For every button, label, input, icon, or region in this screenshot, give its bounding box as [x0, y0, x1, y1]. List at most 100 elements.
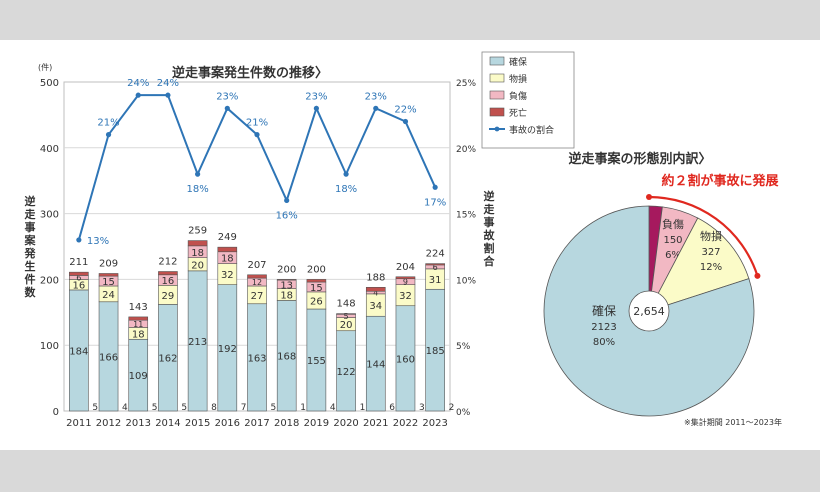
legend-label: 確保 — [509, 56, 527, 68]
total-label: 148 — [337, 299, 356, 310]
data-label: 32 — [399, 291, 412, 302]
ratio-point — [195, 171, 201, 177]
data-label: 184 — [69, 346, 88, 357]
total-label: 200 — [307, 264, 326, 275]
data-label: 18 — [280, 291, 293, 302]
data-label: 18 — [191, 248, 204, 259]
ratio-label: 17% — [424, 197, 446, 208]
x-tick-label: 2017 — [244, 418, 269, 429]
y-tick-label: 500 — [40, 78, 59, 89]
x-tick-label: 2019 — [304, 418, 329, 429]
bar-segment-死亡 — [306, 279, 327, 283]
collection-period-note: ※集計期間 2011～2023年 — [684, 417, 782, 427]
data-label: 162 — [158, 354, 177, 365]
ratio-label: 23% — [216, 91, 238, 102]
total-label: 143 — [129, 302, 148, 313]
ratio-label: 18% — [335, 184, 357, 195]
y2-axis-title-char: 故 — [484, 228, 496, 242]
bar-segment-死亡 — [158, 271, 178, 276]
ratio-label: 21% — [246, 118, 268, 129]
total-label: 259 — [188, 226, 207, 237]
legend-label: 負傷 — [509, 90, 527, 102]
data-label: 20 — [340, 320, 353, 331]
y-axis-title-char: 発 — [24, 246, 37, 260]
y2-tick-label: 10% — [456, 276, 476, 286]
slice-percent: 12% — [700, 262, 722, 273]
bar-segment-死亡 — [98, 273, 119, 277]
ratio-point — [343, 171, 349, 177]
y-axis-title-char: 生 — [25, 259, 36, 273]
total-label: 207 — [247, 260, 266, 271]
data-label: 6 — [433, 263, 438, 272]
slice-value: 327 — [701, 247, 720, 258]
total-label: 204 — [396, 262, 415, 273]
ratio-point — [402, 118, 409, 125]
data-label: 1 — [360, 403, 366, 413]
data-label: 13 — [280, 280, 293, 291]
y2-tick-label: 25% — [456, 79, 476, 89]
legend-swatch-物損 — [489, 73, 505, 83]
data-label: 32 — [221, 270, 234, 281]
annotation-arc-end — [754, 272, 761, 279]
pie-slice-確保 — [543, 205, 755, 417]
legend-swatch-負傷 — [489, 90, 505, 100]
x-tick-label: 2023 — [422, 418, 447, 429]
data-label: 11 — [133, 320, 143, 329]
slice-value: 2123 — [591, 322, 616, 333]
bar-segment-死亡 — [128, 316, 149, 321]
ratio-point — [165, 92, 171, 98]
bar-segment-死亡 — [276, 279, 297, 281]
legend-label: 物損 — [509, 73, 527, 85]
data-label: 6 — [76, 273, 81, 282]
y2-tick-label: 5% — [456, 342, 471, 352]
data-label: 144 — [366, 360, 385, 371]
data-label: 192 — [218, 344, 237, 355]
pie-chart-title: 逆走事案の形態別内訳〉 — [568, 151, 711, 167]
data-label: 16 — [72, 281, 85, 292]
y2-tick-label: 0% — [456, 408, 471, 418]
ratio-label: 24% — [157, 78, 179, 89]
total-label: 200 — [277, 264, 296, 275]
legend-marker — [494, 126, 500, 132]
annotation-arc-end — [646, 194, 652, 200]
figure-panel: 逆走事案発生件数の推移〉 (件) 逆走事案発生件数 逆走事故割合 0 100 200… — [0, 40, 820, 450]
data-label: 4 — [122, 403, 128, 413]
data-label: 5 — [152, 403, 158, 413]
x-tick-label: 2014 — [155, 418, 180, 429]
bar-segment-死亡 — [217, 246, 238, 253]
total-label: 224 — [426, 249, 445, 260]
ratio-label: 16% — [276, 210, 298, 221]
y2-axis-title-char: 逆 — [484, 189, 495, 203]
y2-axis-title-char: 事 — [484, 215, 495, 229]
x-tick-label: 2022 — [393, 418, 418, 429]
data-label: 2 — [449, 403, 455, 413]
data-label: 6 — [389, 403, 395, 413]
data-label: 12 — [252, 278, 262, 287]
data-label: 5 — [344, 312, 349, 321]
bar-chart-title: 逆走事案発生件数の推移〉 — [172, 65, 328, 81]
data-label: 26 — [310, 296, 323, 307]
data-label: 8 — [211, 403, 217, 413]
ratio-point — [76, 237, 82, 243]
data-label: 34 — [369, 301, 382, 312]
y-axis-title-char: 逆 — [25, 194, 36, 208]
data-label: 155 — [307, 356, 326, 367]
x-tick-label: 2020 — [333, 418, 358, 429]
y-axis-title-char: 案 — [24, 233, 37, 247]
ratio-point — [284, 197, 290, 204]
ratio-label: 21% — [97, 118, 119, 129]
data-label: 5 — [271, 403, 277, 413]
y-tick-label: 200 — [40, 275, 59, 286]
bar-segment-死亡 — [187, 240, 208, 247]
annotation-arc — [648, 195, 759, 277]
y-axis-title-char: 走 — [24, 207, 36, 221]
x-tick-label: 2015 — [185, 418, 210, 429]
bar-segment-死亡 — [395, 276, 416, 280]
y-tick-label: 300 — [40, 210, 59, 221]
ratio-point — [135, 92, 141, 98]
y2-tick-label: 15% — [456, 211, 476, 221]
slice-percent: 80% — [593, 337, 615, 348]
